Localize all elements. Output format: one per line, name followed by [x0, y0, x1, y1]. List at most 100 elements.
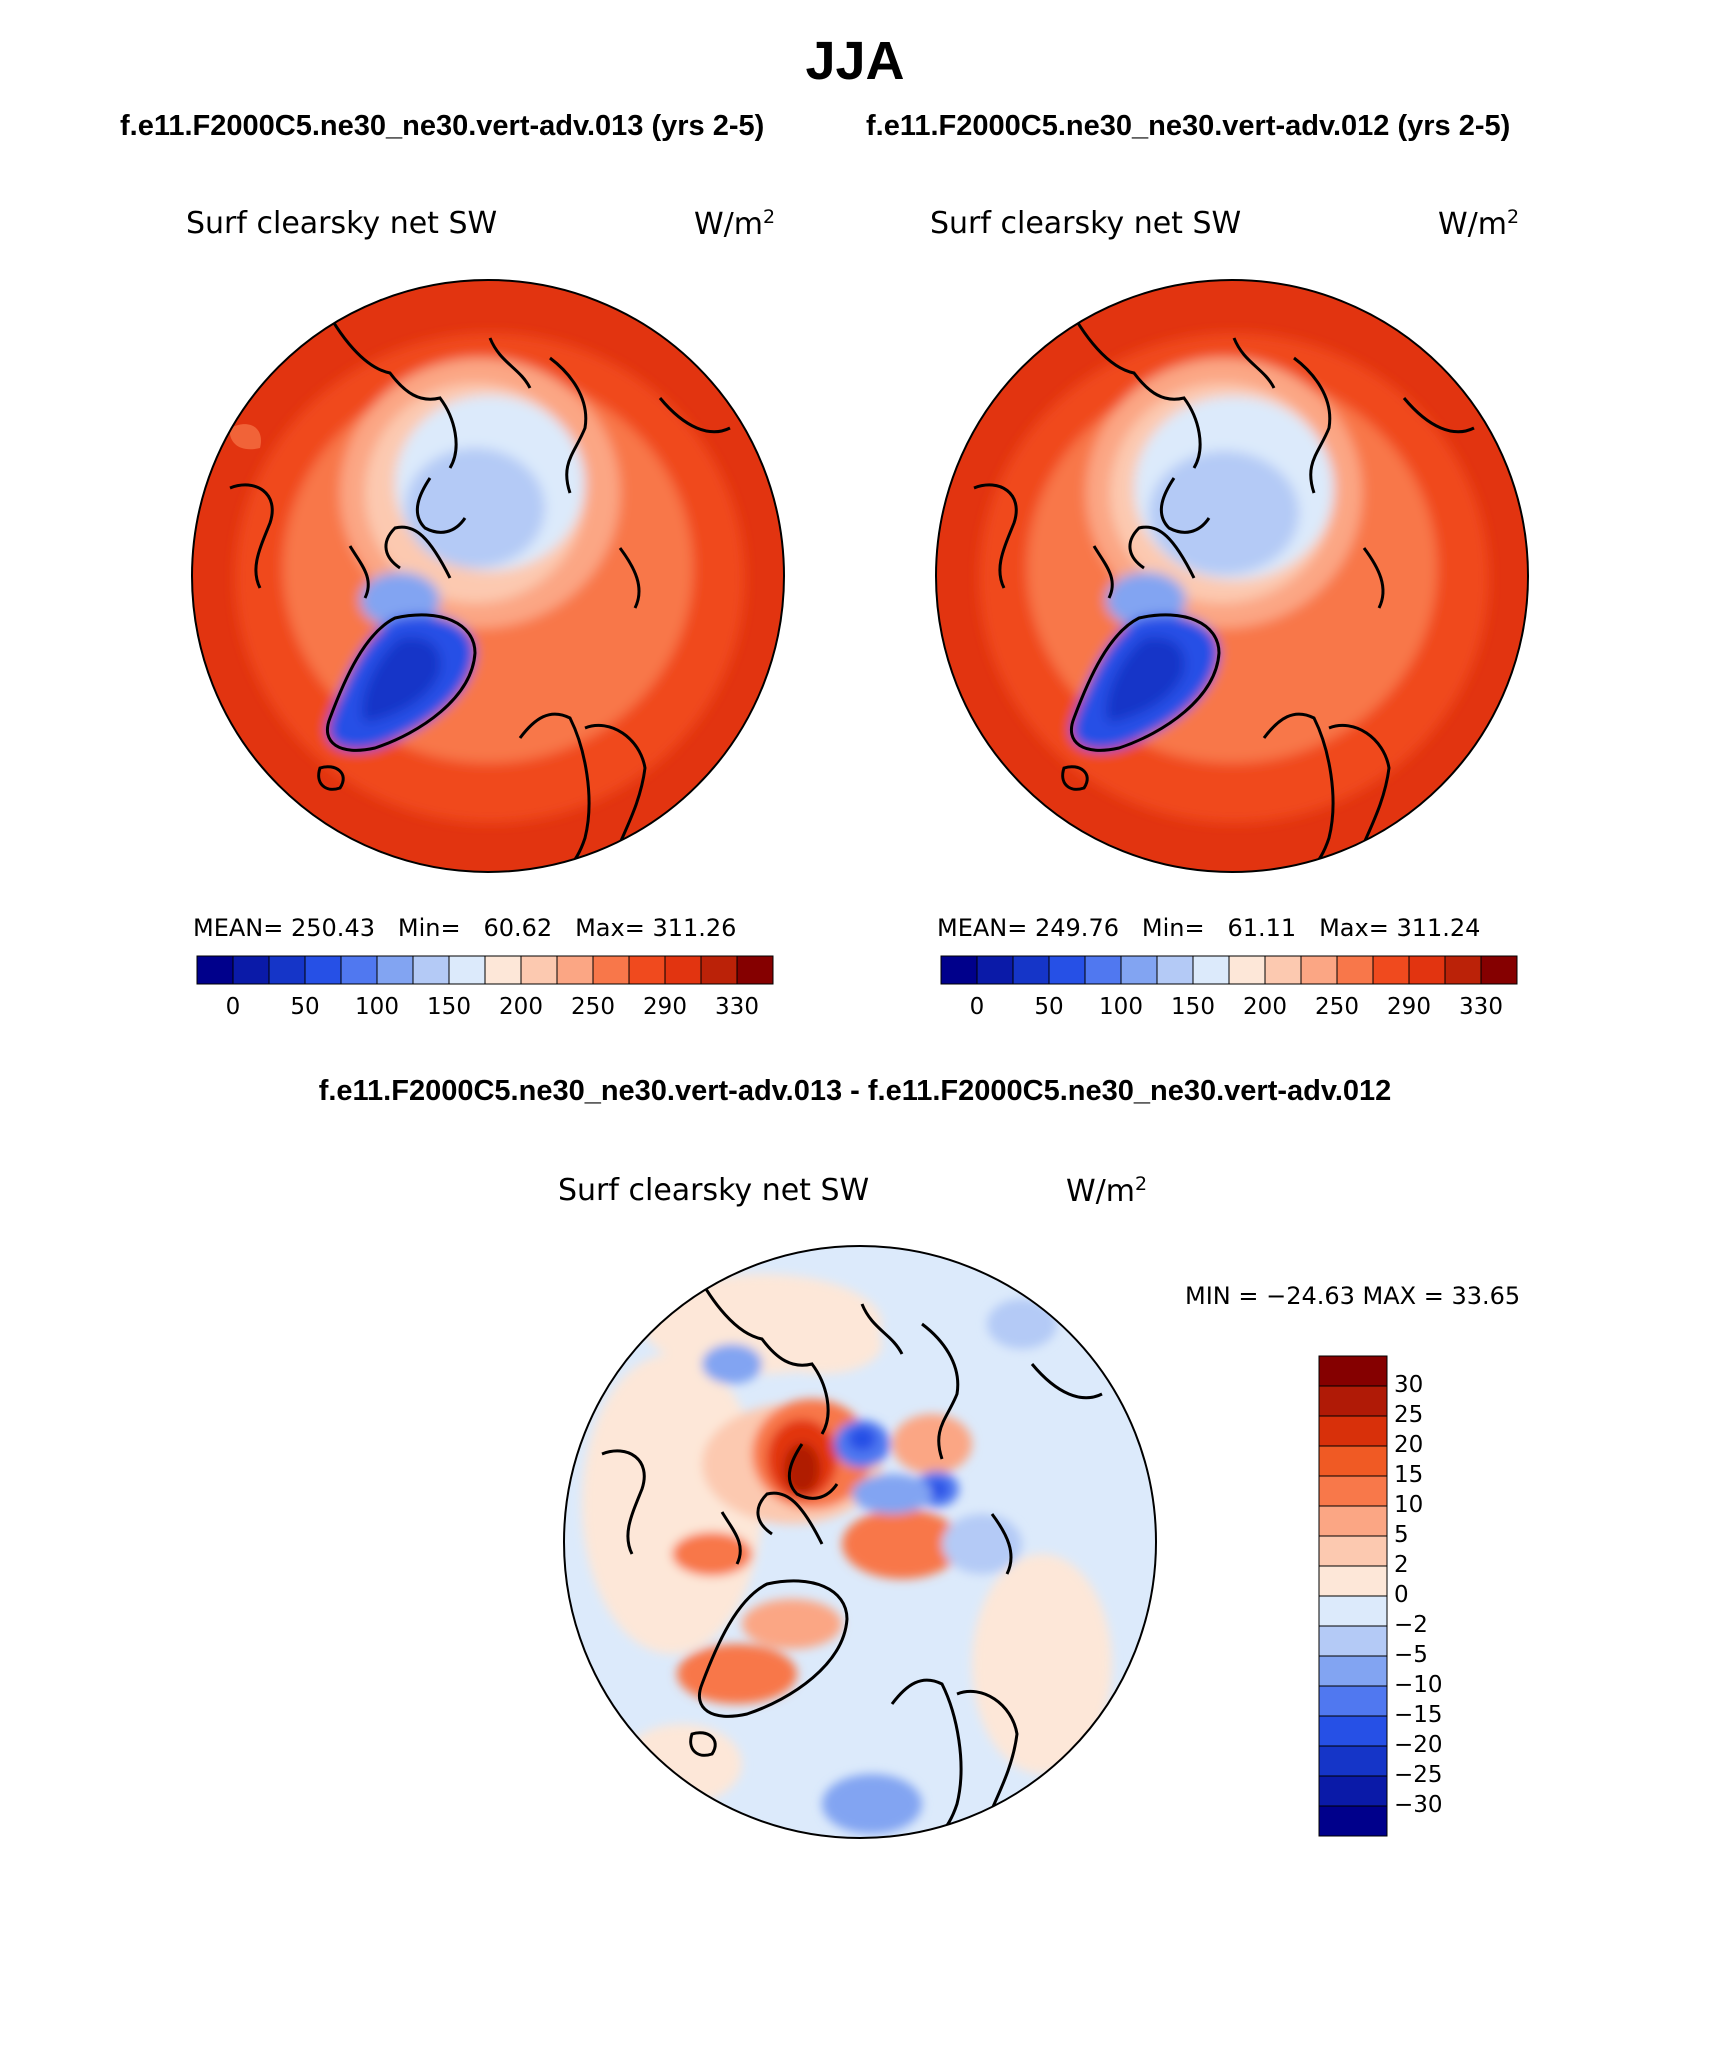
- colorbar-swatch: [1300, 955, 1338, 985]
- colorbar-tick-label: 250: [571, 994, 615, 1020]
- colorbar-tick-label: 25: [1394, 1402, 1424, 1428]
- colorbar-swatch: [1318, 1595, 1388, 1627]
- colorbar-tick-label: 330: [1459, 994, 1503, 1020]
- colorbar-tick-label: 2: [1394, 1552, 1409, 1578]
- colorbar-swatch: [664, 955, 702, 985]
- colorbar-swatch: [304, 955, 342, 985]
- colorbar-swatch: [340, 955, 378, 985]
- colorbar-swatch: [1318, 1445, 1388, 1477]
- colorbar-swatch: [1444, 955, 1482, 985]
- left-stats: MEAN= 250.43 Min= 60.62 Max= 311.26: [193, 914, 737, 942]
- colorbar-swatch: [1372, 955, 1410, 985]
- diff-units-label: W/m2: [1066, 1173, 1148, 1209]
- colorbar-tick-label: 0: [225, 994, 241, 1020]
- colorbar-swatch: [520, 955, 558, 985]
- colorbar-swatch: [736, 955, 774, 985]
- colorbar-swatch: [448, 955, 486, 985]
- difference-colorbar-ticks: 30 25 20 15 10 5 2 0 −2 −5 −10 −15 −20 −25 −30: [1394, 1355, 1464, 1837]
- right-variable-label: Surf clearsky net SW: [930, 206, 1242, 241]
- colorbar-swatch: [1318, 1805, 1388, 1837]
- colorbar-swatch: [1318, 1775, 1388, 1807]
- colorbar-tick-label: 150: [427, 994, 471, 1020]
- colorbar-swatch: [1264, 955, 1302, 985]
- colorbar-swatch: [1318, 1745, 1388, 1777]
- colorbar-swatch: [1318, 1415, 1388, 1447]
- colorbar-swatch: [232, 955, 270, 985]
- colorbar-tick-label: 0: [1394, 1582, 1409, 1608]
- left-colorbar-ticks: 0 50 100 150 200 250 290 330: [196, 994, 776, 1024]
- colorbar-swatch: [376, 955, 414, 985]
- colorbar-swatch: [1318, 1385, 1388, 1417]
- colorbar-swatch: [976, 955, 1014, 985]
- case1-title: f.e11.F2000C5.ne30_ne30.vert-adv.013 (yr…: [120, 110, 765, 142]
- diff-variable-label: Surf clearsky net SW: [558, 1173, 870, 1208]
- colorbar-tick-label: −20: [1394, 1732, 1443, 1758]
- colorbar-tick-label: 290: [643, 994, 687, 1020]
- colorbar-swatch: [1318, 1655, 1388, 1687]
- colorbar-swatch: [1318, 1625, 1388, 1657]
- right-stats: MEAN= 249.76 Min= 61.11 Max= 311.24: [937, 914, 1481, 942]
- colorbar-tick-label: 100: [355, 994, 399, 1020]
- colorbar-swatch: [1318, 1355, 1388, 1387]
- colorbar-swatch: [1120, 955, 1158, 985]
- colorbar-swatch: [484, 955, 522, 985]
- colorbar-tick-label: −30: [1394, 1792, 1443, 1818]
- colorbar-tick-label: −2: [1394, 1612, 1428, 1638]
- colorbar-swatch: [940, 955, 978, 985]
- colorbar-swatch: [268, 955, 306, 985]
- colorbar-swatch: [556, 955, 594, 985]
- colorbar-tick-label: 200: [1243, 994, 1287, 1020]
- colorbar-tick-label: 50: [1034, 994, 1064, 1020]
- left-polar-map: [191, 279, 785, 873]
- colorbar-swatch: [592, 955, 630, 985]
- colorbar-swatch: [412, 955, 450, 985]
- colorbar-tick-label: 5: [1394, 1522, 1409, 1548]
- colorbar-tick-label: −5: [1394, 1642, 1428, 1668]
- colorbar-swatch: [628, 955, 666, 985]
- colorbar-tick-label: −10: [1394, 1672, 1443, 1698]
- colorbar-swatch: [1318, 1565, 1388, 1597]
- colorbar-swatch: [1318, 1715, 1388, 1747]
- colorbar-swatch: [1318, 1505, 1388, 1537]
- colorbar-tick-label: 250: [1315, 994, 1359, 1020]
- season-title: JJA: [805, 31, 905, 91]
- colorbar-swatch: [1318, 1535, 1388, 1567]
- colorbar-tick-label: 200: [499, 994, 543, 1020]
- right-units-label: W/m2: [1438, 206, 1520, 242]
- right-colorbar: [940, 955, 1518, 985]
- diff-minmax: MIN = −24.63 MAX = 33.65: [1185, 1282, 1521, 1310]
- colorbar-tick-label: −25: [1394, 1762, 1443, 1788]
- colorbar-swatch: [1156, 955, 1194, 985]
- colorbar-swatch: [1048, 955, 1086, 985]
- colorbar-tick-label: 0: [969, 994, 985, 1020]
- colorbar-tick-label: 290: [1387, 994, 1431, 1020]
- right-colorbar-ticks: 0 50 100 150 200 250 290 330: [940, 994, 1520, 1024]
- colorbar-swatch: [1012, 955, 1050, 985]
- left-colorbar: [196, 955, 774, 985]
- colorbar-tick-label: 30: [1394, 1372, 1424, 1398]
- colorbar-swatch: [1336, 955, 1374, 985]
- case2-title: f.e11.F2000C5.ne30_ne30.vert-adv.012 (yr…: [866, 110, 1511, 142]
- left-units-label: W/m2: [694, 206, 776, 242]
- colorbar-tick-label: 150: [1171, 994, 1215, 1020]
- colorbar-tick-label: −15: [1394, 1702, 1443, 1728]
- difference-title: f.e11.F2000C5.ne30_ne30.vert-adv.013 - f…: [318, 1075, 1392, 1107]
- colorbar-swatch: [1228, 955, 1266, 985]
- colorbar-swatch: [1318, 1475, 1388, 1507]
- colorbar-tick-label: 20: [1394, 1432, 1424, 1458]
- colorbar-swatch: [1480, 955, 1518, 985]
- difference-colorbar: [1318, 1355, 1388, 1837]
- colorbar-tick-label: 100: [1099, 994, 1143, 1020]
- colorbar-tick-label: 330: [715, 994, 759, 1020]
- colorbar-swatch: [1408, 955, 1446, 985]
- colorbar-swatch: [700, 955, 738, 985]
- colorbar-tick-label: 50: [290, 994, 320, 1020]
- right-polar-map: [935, 279, 1529, 873]
- colorbar-swatch: [1318, 1685, 1388, 1717]
- colorbar-tick-label: 10: [1394, 1492, 1424, 1518]
- colorbar-swatch: [1192, 955, 1230, 985]
- difference-polar-map: [563, 1245, 1157, 1839]
- colorbar-swatch: [1084, 955, 1122, 985]
- left-variable-label: Surf clearsky net SW: [186, 206, 498, 241]
- colorbar-swatch: [196, 955, 234, 985]
